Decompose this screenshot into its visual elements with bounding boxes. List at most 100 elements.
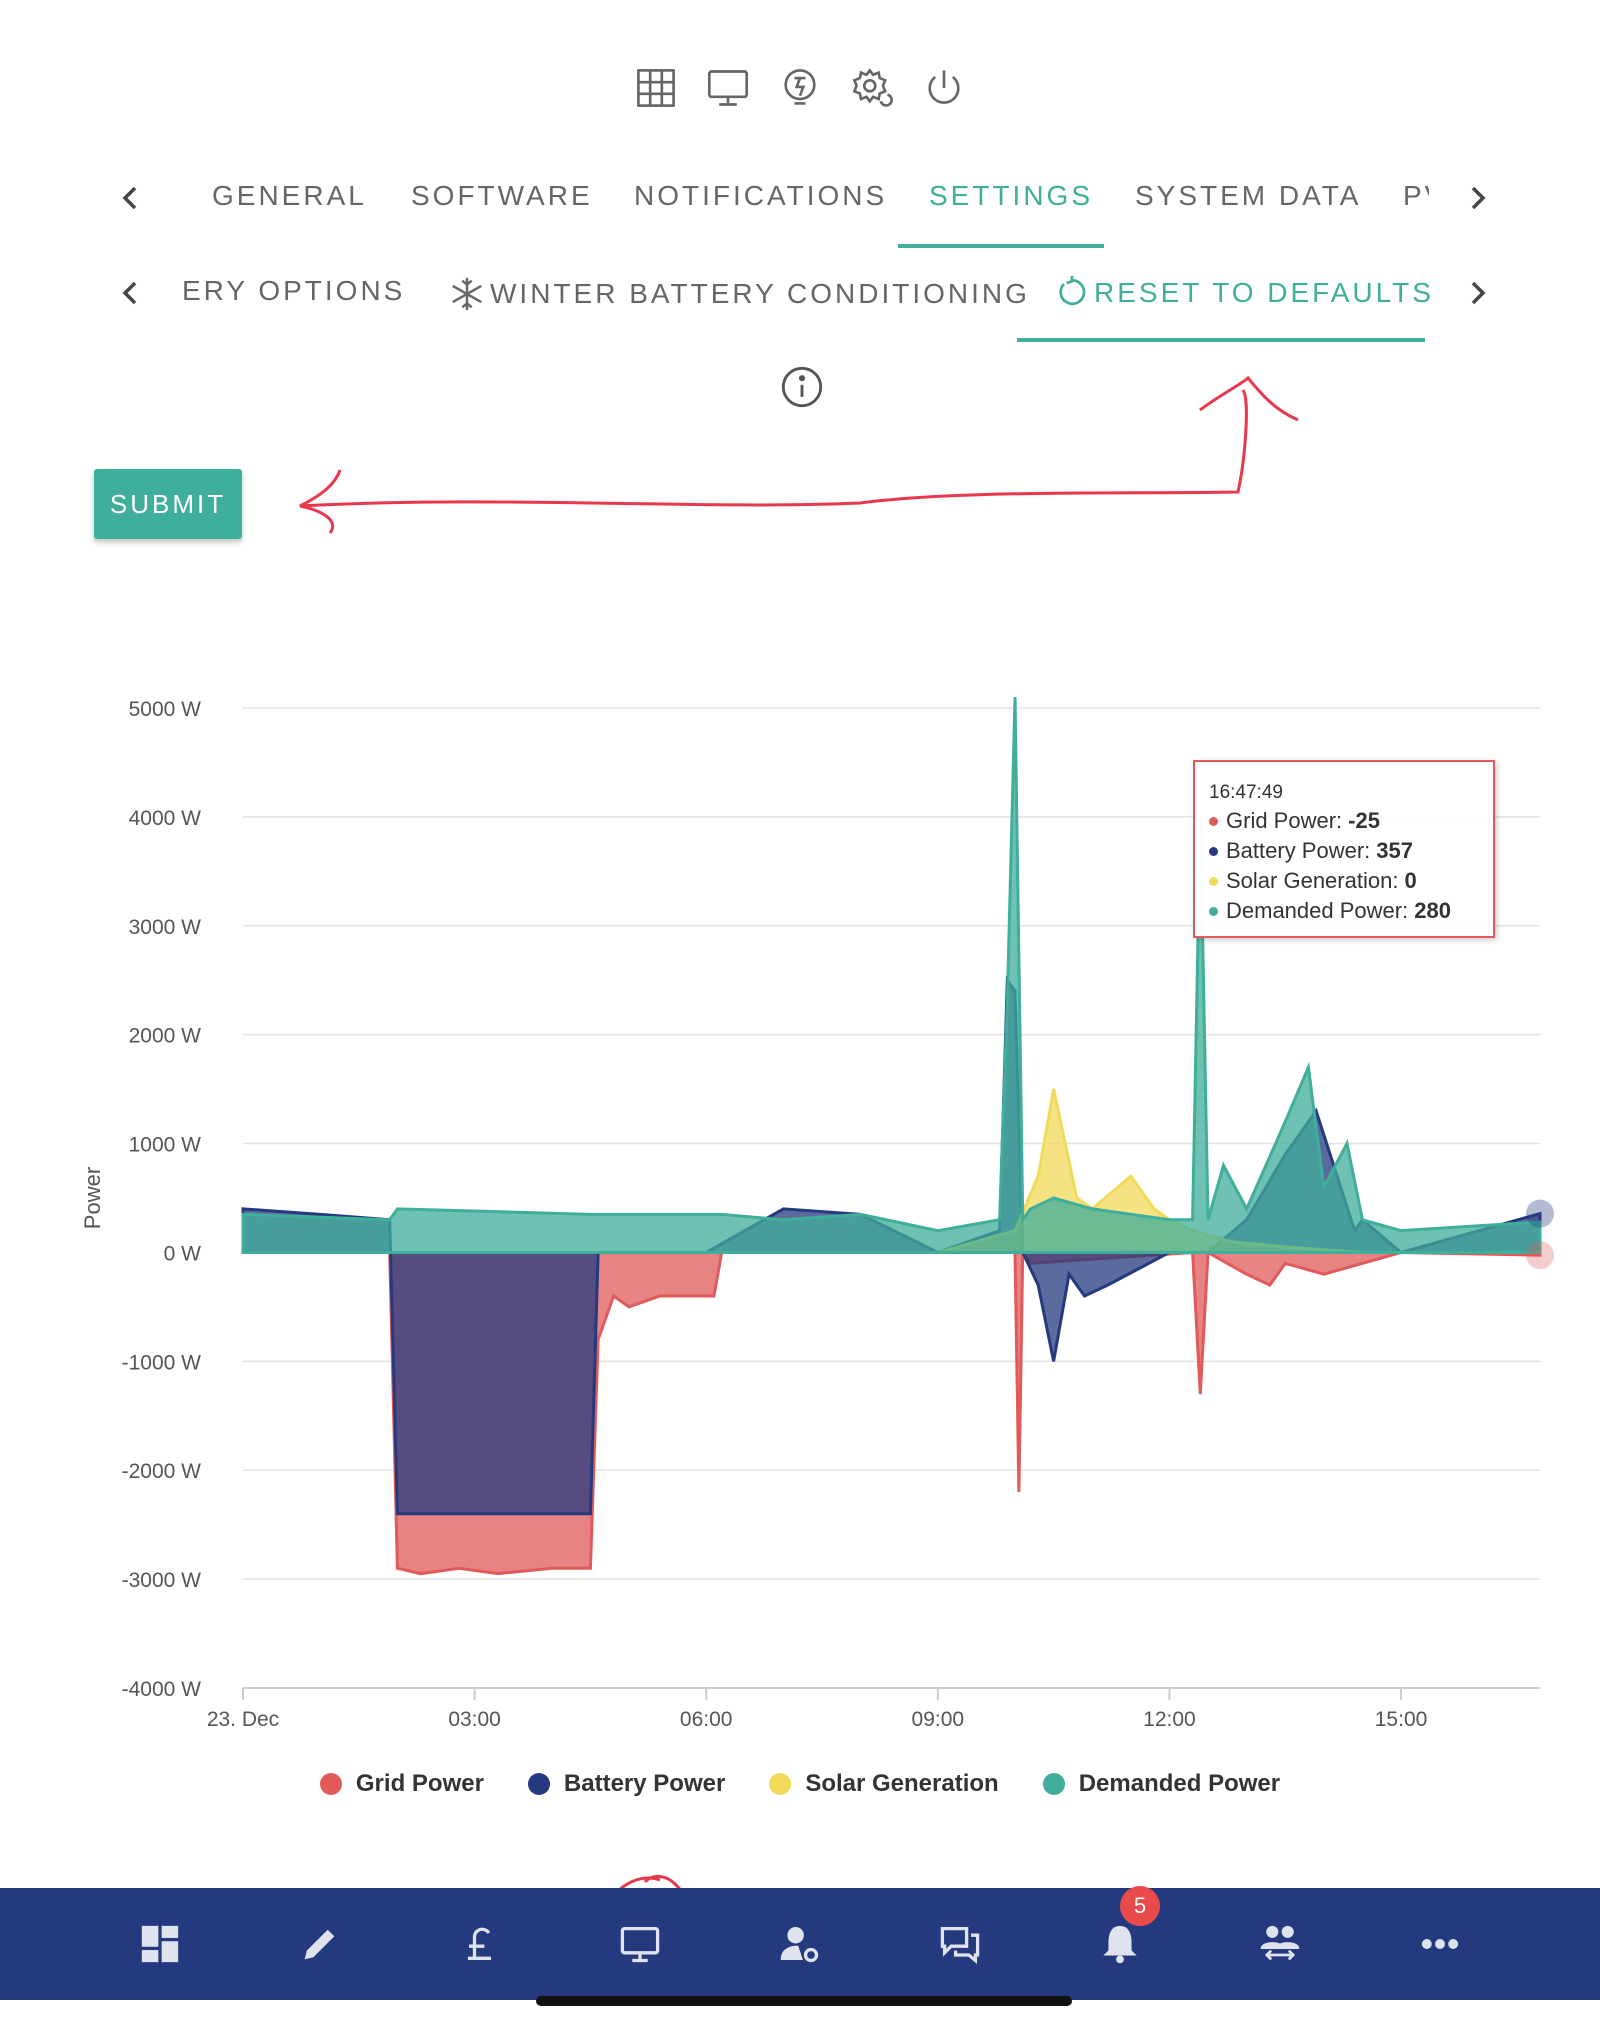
- nav-notifications[interactable]: 5: [1090, 1886, 1160, 1974]
- legend-label: Battery Power: [563, 1770, 726, 1797]
- legend-item-grid-power[interactable]: Grid Power: [319, 1770, 484, 1798]
- nav-edit[interactable]: [290, 1914, 350, 1974]
- y-tick-label: -2000 W: [122, 1460, 202, 1483]
- legend-item-battery-power[interactable]: Battery Power: [527, 1770, 726, 1798]
- tooltip-row-battery: Battery Power: 357: [1209, 838, 1479, 864]
- tooltip-label: Solar Generation:: [1226, 868, 1399, 893]
- tooltip-dot-solar: [1209, 876, 1218, 886]
- nav-messages[interactable]: [930, 1914, 990, 1974]
- tab-winter-battery-conditioning[interactable]: WINTER BATTERY CONDITIONING: [448, 275, 1030, 313]
- y-tick-label: 3000 W: [129, 916, 202, 939]
- info-icon[interactable]: [780, 365, 824, 409]
- legend-label: Demanded Power: [1078, 1770, 1281, 1797]
- tab-battery-options[interactable]: ERY OPTIONS: [182, 275, 406, 306]
- tooltip-label: Demanded Power:: [1226, 898, 1409, 923]
- top-icon-bar: [0, 62, 1600, 114]
- pound-icon: [467, 1927, 491, 1960]
- tab-system-data[interactable]: SYSTEM DATA: [1135, 180, 1362, 211]
- y-axis-label: Power: [80, 1167, 105, 1229]
- user-settings-icon: [780, 1926, 819, 1963]
- tab-pv[interactable]: PV: [1403, 180, 1429, 211]
- legend-item-demanded-power[interactable]: Demanded Power: [1042, 1770, 1281, 1798]
- monitor-icon[interactable]: [702, 62, 754, 114]
- y-tick-label: 0 W: [164, 1242, 202, 1265]
- y-tick-label: -3000 W: [122, 1569, 202, 1592]
- nav-users-swap[interactable]: [1250, 1914, 1310, 1974]
- chat-icon: [940, 1926, 980, 1965]
- power-icon[interactable]: [918, 62, 970, 114]
- tooltip-row-demanded: Demanded Power: 280: [1209, 898, 1479, 924]
- subtabs-scroll-left-button[interactable]: [110, 273, 150, 313]
- tooltip-dot-grid: [1209, 816, 1218, 826]
- hover-marker-battery: [1526, 1199, 1554, 1228]
- tooltip-value: 280: [1414, 898, 1451, 923]
- nav-billing[interactable]: [450, 1914, 510, 1974]
- edit-icon: [304, 1929, 335, 1960]
- nav-more[interactable]: [1410, 1914, 1470, 1974]
- x-tick-label: 12:00: [1143, 1708, 1196, 1731]
- legend-dot: [769, 1773, 792, 1795]
- y-tick-label: 5000 W: [129, 698, 202, 721]
- legend-dot: [1042, 1773, 1065, 1795]
- active-subtab-indicator: [1017, 338, 1425, 342]
- tab-software[interactable]: SOFTWARE: [411, 180, 593, 211]
- tooltip-row-grid: Grid Power: -25: [1209, 808, 1479, 834]
- legend-item-solar-generation[interactable]: Solar Generation: [769, 1770, 999, 1798]
- y-tick-label: 4000 W: [129, 807, 202, 830]
- legend-label: Grid Power: [355, 1770, 484, 1797]
- subtabs-scroll-right-button[interactable]: [1458, 273, 1498, 313]
- tooltip-label: Grid Power:: [1226, 808, 1343, 833]
- hover-marker-grid: [1526, 1241, 1554, 1270]
- tab-winter-label: WINTER BATTERY CONDITIONING: [490, 278, 1030, 309]
- x-tick-label: 06:00: [680, 1708, 733, 1731]
- y-tick-label: -4000 W: [122, 1678, 202, 1701]
- legend-label: Solar Generation: [805, 1770, 999, 1797]
- x-tick-label: 03:00: [448, 1708, 501, 1731]
- nav-monitor[interactable]: [610, 1914, 670, 1974]
- submit-button[interactable]: SUBMIT: [94, 469, 242, 539]
- notification-badge: 5: [1120, 1886, 1160, 1926]
- y-tick-label: -1000 W: [122, 1351, 202, 1374]
- tooltip-dot-battery: [1209, 846, 1218, 856]
- tooltip-value: -25: [1348, 808, 1380, 833]
- tooltip-value: 0: [1404, 868, 1417, 893]
- tooltip-label: Battery Power:: [1226, 838, 1371, 863]
- tab-settings[interactable]: SETTINGS: [929, 180, 1094, 211]
- tooltip-value: 357: [1376, 838, 1413, 863]
- y-tick-label: 2000 W: [129, 1025, 202, 1048]
- tooltip-row-solar: Solar Generation: 0: [1209, 868, 1479, 894]
- tooltip-dot-demanded: [1209, 906, 1218, 916]
- tab-reset-to-defaults[interactable]: RESET TO DEFAULTS: [1054, 275, 1434, 311]
- sub-tab-bar: ERY OPTIONS WINTER BATTERY CONDITIONING …: [0, 255, 1600, 342]
- tooltip-time: 16:47:49: [1209, 782, 1283, 803]
- monitor-icon: [620, 1926, 660, 1963]
- tab-general[interactable]: GENERAL: [212, 180, 367, 211]
- x-tick-label: 15:00: [1375, 1708, 1428, 1731]
- grid-icon[interactable]: [630, 62, 682, 114]
- users-swap-icon: [1260, 1925, 1300, 1961]
- tabs-scroll-right-button[interactable]: [1458, 178, 1498, 218]
- snowflake-icon: [452, 277, 482, 311]
- home-indicator: [536, 1996, 1072, 2006]
- gear-icon[interactable]: [846, 62, 898, 114]
- bottom-navigation: 5: [0, 1886, 1600, 2000]
- chart-legend: Grid Power Battery Power Solar Generatio…: [0, 1770, 1600, 1798]
- power-flow-icon[interactable]: [774, 62, 826, 114]
- tabs-scroll-left-button[interactable]: [110, 178, 150, 218]
- tab-reset-label: RESET TO DEFAULTS: [1094, 277, 1434, 308]
- nav-user-settings[interactable]: [770, 1914, 830, 1974]
- nav-dashboard[interactable]: [130, 1914, 190, 1974]
- reset-icon: [1059, 275, 1086, 306]
- active-tab-indicator: [898, 244, 1104, 248]
- chart-svg: 5000 W 4000 W 3000 W 2000 W 1000 W 0 W -1000 W…: [80, 697, 1554, 1731]
- tab-notifications[interactable]: NOTIFICATIONS: [634, 180, 888, 211]
- bell-icon: [1103, 1925, 1137, 1964]
- main-tab-bar: GENERAL SOFTWARE NOTIFICATIONS SETTINGS …: [0, 160, 1600, 248]
- x-tick-label: 09:00: [912, 1708, 965, 1731]
- chart-tooltip: 16:47:49 Grid Power: -25 Battery Power: 35…: [1193, 760, 1495, 938]
- legend-dot: [319, 1773, 342, 1795]
- y-tick-label: 1000 W: [129, 1134, 202, 1157]
- dashboard-icon: [141, 1925, 179, 1963]
- legend-dot: [527, 1773, 550, 1795]
- more-icon: [1421, 1939, 1459, 1949]
